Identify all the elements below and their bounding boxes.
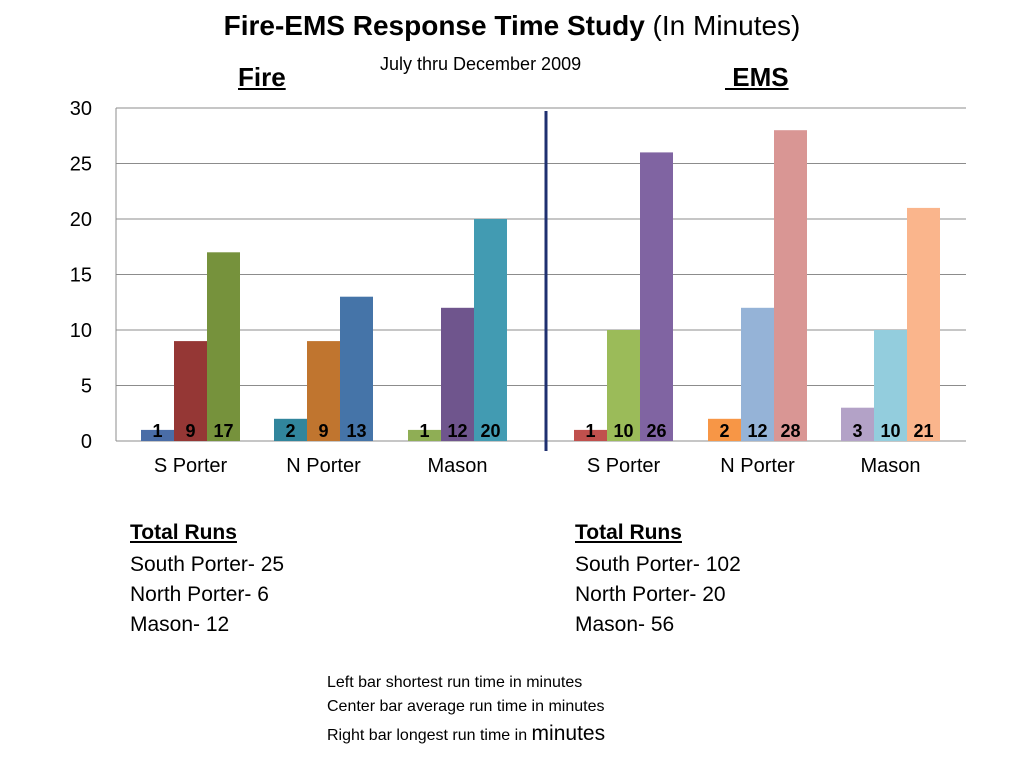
ems-total-runs: Total Runs South Porter- 102 North Porte… [575,521,741,637]
y-tick-label: 15 [70,265,92,287]
bar [741,307,774,441]
y-tick-label: 10 [70,320,92,342]
x-tick-label: Mason [860,455,920,477]
y-tick-label: 5 [81,376,92,398]
ems-runs-mason: Mason- 56 [575,613,675,636]
bar [907,207,940,441]
bar [640,152,673,441]
data-label: 26 [646,421,666,441]
fire-section-heading: Fire [238,62,286,92]
data-label: 3 [852,421,862,441]
fire-runs-mason: Mason- 12 [130,613,230,636]
fire-runs-north-porter: North Porter- 6 [130,583,269,606]
data-label: 1 [585,421,595,441]
ems-runs-north-porter: North Porter- 20 [575,583,726,606]
bar [340,296,373,441]
legend-note-average: Center bar average run time in minutes [327,698,605,715]
chart-title-bold: Fire-EMS Response Time Study [223,10,645,41]
fire-total-runs: Total Runs South Porter- 25 North Porter… [130,521,284,637]
data-label: 12 [747,421,767,441]
x-tick-label: S Porter [587,455,661,477]
y-tick-label: 25 [70,154,92,176]
bar [574,429,607,441]
legend-note-longest: Right bar longest run time in minutes [327,722,605,746]
chart-title: Fire-EMS Response Time Study (In Minutes… [0,10,1024,42]
data-label: 20 [480,421,500,441]
data-label: 1 [152,421,162,441]
fire-total-runs-heading: Total Runs [130,521,237,544]
bar [141,429,174,441]
data-label: 2 [285,421,295,441]
bar [408,429,441,441]
fire-runs-south-porter: South Porter- 25 [130,553,285,576]
legend-note-shortest: Left bar shortest run time in minutes [327,674,583,691]
data-label: 10 [613,421,633,441]
data-label: 17 [213,421,233,441]
bar [774,130,807,441]
bar [607,330,640,441]
bar [841,407,874,441]
x-tick-label: N Porter [286,455,361,477]
bar [307,341,340,441]
data-label: 12 [447,421,467,441]
chart-title-unit: (In Minutes) [644,10,801,41]
bar [474,219,507,441]
chart-subtitle: July thru December 2009 [380,54,582,74]
data-label: 21 [913,421,933,441]
data-label: 9 [185,421,195,441]
bar [708,418,741,441]
bar [274,418,307,441]
x-tick-label: S Porter [154,455,228,477]
legend-note-longest-text: Right bar longest run time in [327,727,532,744]
y-tick-label: 0 [81,431,92,453]
data-label: 28 [780,421,800,441]
bar [174,341,207,441]
data-label: 9 [318,421,328,441]
bar [207,252,240,441]
data-label: 1 [419,421,429,441]
legend-note-longest-unit: minutes [531,722,606,745]
data-label: 10 [880,421,900,441]
bar [441,307,474,441]
y-tick-label: 20 [70,209,92,231]
data-label: 2 [719,421,729,441]
ems-runs-south-porter: South Porter- 102 [575,553,741,576]
data-label: 13 [346,421,366,441]
bar [874,330,907,441]
x-tick-label: Mason [427,455,487,477]
ems-section-heading: EMS [725,62,789,92]
ems-total-runs-heading: Total Runs [575,521,682,544]
y-tick-label: 30 [70,98,92,120]
x-tick-label: N Porter [720,455,795,477]
